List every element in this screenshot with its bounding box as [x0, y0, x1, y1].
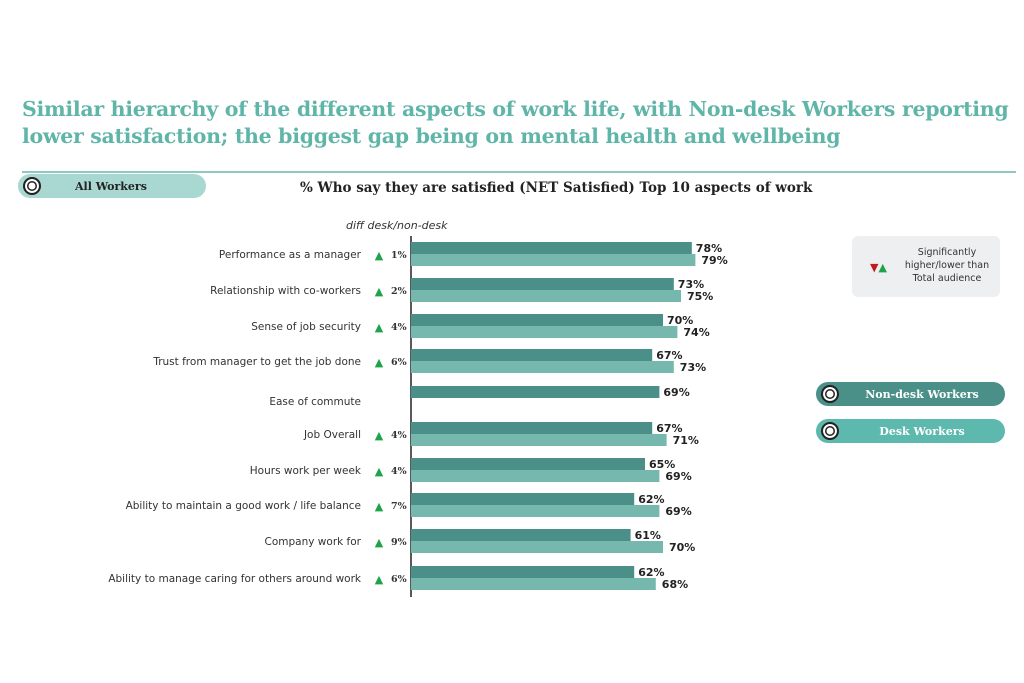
data-label: 70% — [669, 541, 695, 554]
non-desk-workers-filter[interactable]: Non-desk Workers — [816, 382, 1005, 406]
bar-desk — [411, 254, 696, 266]
data-label: 79% — [701, 254, 727, 267]
up-arrow-icon: ▲ — [375, 536, 384, 549]
category-label: Relationship with co-workers — [210, 285, 361, 297]
significance-arrows-icon: ▼▲ — [870, 261, 887, 274]
bar-desk — [411, 541, 663, 553]
desk-workers-filter[interactable]: Desk Workers — [816, 419, 1005, 443]
data-label: 70% — [667, 314, 693, 327]
bar-desk — [411, 505, 660, 517]
bar-non-desk — [411, 278, 674, 290]
diff-label: 6% — [391, 574, 407, 585]
category-label: Performance as a manager — [219, 249, 362, 261]
category-label: Trust from manager to get the job done — [152, 356, 361, 368]
significance-text: Significantly higher/lower than Total au… — [904, 247, 990, 284]
up-arrow-icon: ▲ — [375, 500, 384, 513]
non-desk-workers-label: Non-desk Workers — [865, 387, 979, 401]
bar-non-desk — [411, 566, 635, 578]
radio-icon — [23, 177, 41, 195]
diff-label: 6% — [391, 357, 407, 368]
up-arrow-icon: ▲ — [375, 249, 384, 262]
data-label: 61% — [635, 529, 661, 542]
bar-desk — [411, 290, 681, 302]
category-label: Sense of job security — [251, 321, 361, 333]
bar-desk — [411, 578, 656, 590]
up-arrow-icon: ▲ — [375, 285, 384, 298]
diff-label: 4% — [391, 322, 407, 333]
bar-non-desk — [411, 386, 660, 398]
bar-desk — [411, 326, 678, 338]
category-label: Ease of commute — [269, 396, 361, 408]
bar-desk — [411, 434, 667, 446]
bar-non-desk — [411, 349, 653, 361]
up-arrow-icon: ▲ — [375, 465, 384, 478]
diff-label: 4% — [391, 466, 407, 477]
up-arrow-icon: ▲ — [375, 429, 384, 442]
significance-legend: ▼▲ Significantly higher/lower than Total… — [852, 236, 1000, 297]
up-arrow-icon: ▲ — [375, 356, 384, 369]
data-label: 78% — [696, 242, 722, 255]
radio-icon — [821, 385, 839, 403]
diff-label: 1% — [391, 250, 407, 261]
category-label: Hours work per week — [250, 465, 362, 477]
diff-label: 4% — [391, 430, 407, 441]
data-label: 71% — [673, 434, 699, 447]
bar-desk — [411, 361, 674, 373]
data-label: 65% — [649, 458, 675, 471]
data-label: 62% — [638, 566, 664, 579]
bar-non-desk — [411, 458, 645, 470]
category-label: Company work for — [265, 536, 362, 548]
category-label: Ability to maintain a good work / life b… — [126, 500, 361, 512]
data-label: 68% — [662, 578, 688, 591]
diff-label: 2% — [391, 286, 407, 297]
data-label: 67% — [656, 422, 682, 435]
radio-icon — [821, 422, 839, 440]
data-label: 67% — [656, 349, 682, 362]
category-label: Job Overall — [303, 429, 361, 441]
all-workers-label: All Workers — [75, 179, 147, 193]
bar-non-desk — [411, 493, 635, 505]
bar-non-desk — [411, 422, 653, 434]
all-workers-filter[interactable]: All Workers — [18, 174, 206, 198]
page-title: Similar hierarchy of the different aspec… — [22, 97, 1009, 148]
divider — [22, 171, 1016, 173]
category-label: Ability to manage caring for others arou… — [108, 573, 362, 585]
data-label: 74% — [683, 326, 709, 339]
up-arrow-icon: ▲ — [375, 321, 384, 334]
desk-workers-label: Desk Workers — [879, 424, 965, 438]
bar-desk — [411, 470, 660, 482]
data-label: 62% — [638, 493, 664, 506]
diff-label: 9% — [391, 537, 407, 548]
data-label: 73% — [680, 361, 706, 374]
chart-title: % Who say they are satisfied (NET Satisf… — [300, 180, 813, 196]
data-label: 69% — [665, 505, 691, 518]
bar-non-desk — [411, 314, 663, 326]
diff-label: 7% — [391, 501, 407, 512]
data-label: 73% — [678, 278, 704, 291]
data-label: 75% — [687, 290, 713, 303]
data-label: 69% — [663, 386, 689, 399]
bar-non-desk — [411, 242, 692, 254]
up-arrow-icon: ▲ — [375, 573, 384, 586]
data-label: 69% — [665, 470, 691, 483]
bar-non-desk — [411, 529, 631, 541]
diff-header: diff desk/non-desk — [346, 219, 448, 232]
